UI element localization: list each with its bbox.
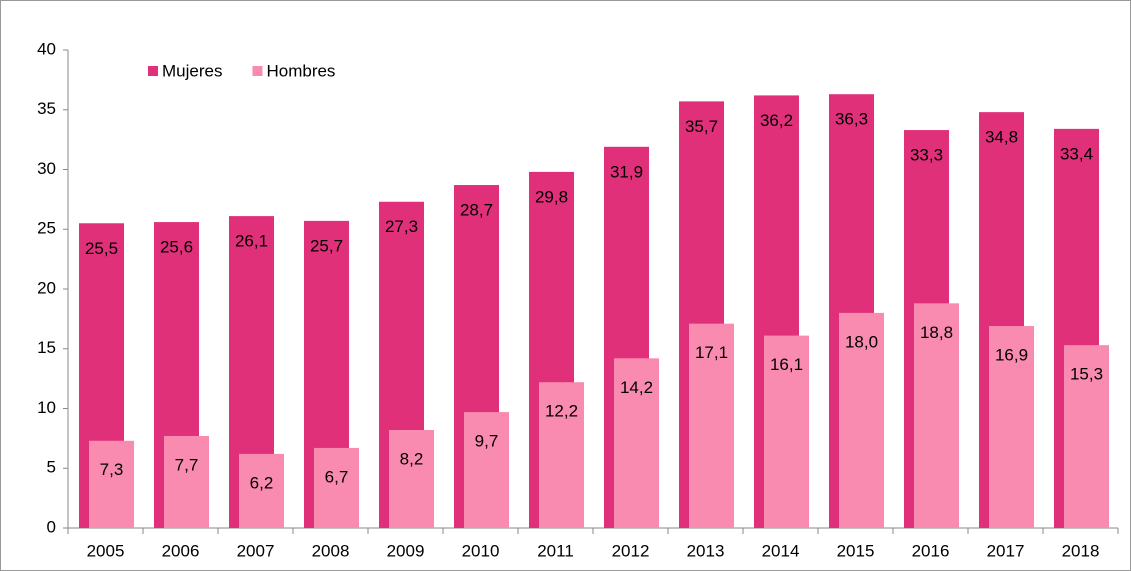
bar — [464, 412, 509, 528]
data-label: 7,3 — [100, 460, 124, 479]
y-tick-label: 10 — [37, 398, 56, 417]
legend-swatch — [148, 66, 158, 76]
data-label: 33,4 — [1060, 144, 1093, 163]
y-tick-label: 15 — [37, 338, 56, 357]
data-label: 17,1 — [695, 343, 728, 362]
bar — [89, 440, 134, 528]
x-tick-label: 2010 — [462, 541, 500, 560]
x-tick-label: 2009 — [387, 541, 425, 560]
data-label: 18,8 — [920, 323, 953, 342]
data-label: 8,2 — [400, 449, 424, 468]
data-label: 25,6 — [160, 238, 193, 257]
data-label: 14,2 — [620, 378, 653, 397]
data-label: 15,3 — [1070, 365, 1103, 384]
bar — [539, 382, 584, 528]
bar — [164, 435, 209, 528]
data-label: 33,3 — [910, 146, 943, 165]
bar — [314, 447, 359, 528]
data-label: 35,7 — [685, 117, 718, 136]
y-tick-label: 5 — [47, 458, 56, 477]
data-label: 36,3 — [835, 110, 868, 129]
bar — [689, 323, 734, 528]
bar — [239, 453, 284, 528]
y-tick-label: 40 — [37, 39, 56, 58]
data-label: 27,3 — [385, 217, 418, 236]
x-tick-label: 2012 — [612, 541, 650, 560]
legend-label: Hombres — [266, 61, 335, 80]
y-tick-label: 35 — [37, 99, 56, 118]
x-tick-label: 2006 — [162, 541, 200, 560]
data-label: 29,8 — [535, 187, 568, 206]
x-tick-label: 2014 — [762, 541, 800, 560]
x-tick-label: 2011 — [537, 541, 574, 560]
y-tick-label: 0 — [47, 517, 56, 536]
legend-swatch — [252, 66, 263, 76]
data-label: 9,7 — [475, 432, 499, 451]
x-tick-label: 2018 — [1062, 541, 1100, 560]
data-label: 26,1 — [235, 232, 268, 251]
data-label: 36,2 — [760, 111, 793, 130]
bar — [989, 326, 1034, 528]
data-label: 28,7 — [460, 201, 493, 220]
data-label: 16,9 — [995, 346, 1028, 365]
x-tick-label: 2015 — [837, 541, 875, 560]
data-label: 25,5 — [85, 239, 118, 258]
data-label: 6,2 — [250, 473, 274, 492]
data-label: 6,7 — [325, 467, 349, 486]
x-tick-label: 2007 — [237, 541, 275, 560]
data-label: 25,7 — [310, 236, 343, 255]
bar — [389, 430, 434, 528]
x-tick-label: 2016 — [912, 541, 950, 560]
y-tick-label: 20 — [37, 278, 56, 297]
legend-label: Mujeres — [162, 61, 222, 80]
bar — [914, 303, 959, 528]
data-label: 12,2 — [545, 402, 578, 421]
y-tick-label: 25 — [37, 219, 56, 238]
bar — [764, 335, 809, 528]
y-tick-label: 30 — [37, 159, 56, 178]
data-label: 34,8 — [985, 128, 1018, 147]
x-tick-label: 2008 — [312, 541, 350, 560]
data-label: 16,1 — [770, 355, 803, 374]
bar — [839, 312, 884, 528]
bar — [614, 358, 659, 528]
data-label: 18,0 — [845, 332, 878, 351]
x-tick-label: 2013 — [687, 541, 725, 560]
x-tick-label: 2005 — [87, 541, 125, 560]
x-tick-label: 2017 — [987, 541, 1025, 560]
data-label: 7,7 — [175, 455, 199, 474]
bar — [1064, 345, 1109, 528]
data-label: 31,9 — [610, 162, 643, 181]
